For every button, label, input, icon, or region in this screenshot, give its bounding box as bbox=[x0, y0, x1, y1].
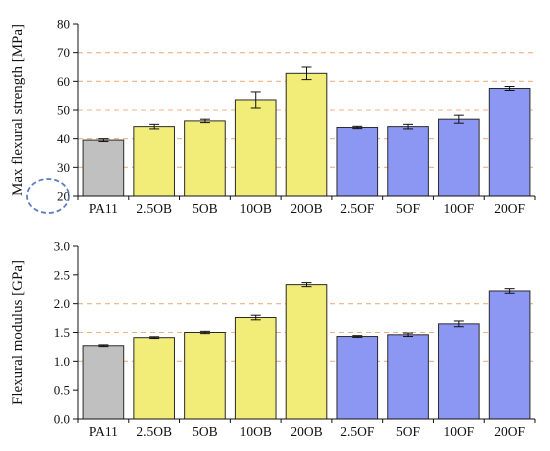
x-tick-label-2.5OB: 2.5OB bbox=[136, 424, 172, 439]
error-bar-20OB bbox=[301, 66, 312, 81]
y-tick-label-0: 20 bbox=[57, 189, 70, 204]
error-bar-5OF bbox=[403, 123, 414, 130]
flexural-strength-chart: PA11 2.5OB 5OB 10OB 20OB 2.5OF 5OF 10OF 20OF 20 30… bbox=[10, 17, 536, 216]
x-tick-label-20OB: 20OB bbox=[290, 424, 322, 439]
error-bar-2.5OF bbox=[352, 125, 363, 130]
bar-PA11 bbox=[82, 345, 125, 420]
bar-5OF bbox=[387, 334, 429, 420]
y-axis-title: Max flexural strength [MPa] bbox=[10, 24, 26, 196]
error-bar-10OB bbox=[250, 91, 261, 109]
y-tick-label-4: 60 bbox=[57, 74, 70, 89]
error-bar-20OB bbox=[301, 282, 312, 288]
error-bar-20OF bbox=[504, 288, 515, 294]
y-tick-label-2: 40 bbox=[57, 131, 70, 146]
y-tick-label-1: 30 bbox=[57, 160, 70, 175]
x-tick-label-5OF: 5OF bbox=[396, 201, 420, 216]
bar-2.5OF bbox=[336, 126, 379, 197]
bar-2.5OB bbox=[133, 126, 175, 197]
bar-PA11 bbox=[82, 139, 125, 197]
x-tick-label-10OF: 10OF bbox=[443, 201, 474, 216]
x-tick-label-PA11: PA11 bbox=[89, 201, 118, 216]
x-tick-label-20OB: 20OB bbox=[290, 201, 322, 216]
bar-20OB bbox=[285, 72, 328, 197]
error-bar-2.5OB bbox=[149, 336, 160, 340]
x-tick-label-5OB: 5OB bbox=[192, 424, 218, 439]
y-tick-label-4: 2.0 bbox=[54, 296, 70, 311]
x-tick-label-5OB: 5OB bbox=[192, 201, 218, 216]
highlight-circle bbox=[26, 178, 70, 214]
x-tick-label-20OF: 20OF bbox=[494, 424, 525, 439]
x-tick-label-10OF: 10OF bbox=[443, 424, 474, 439]
error-bar-10OF bbox=[453, 114, 464, 124]
x-tick-label-20OF: 20OF bbox=[494, 201, 525, 216]
bar-10OF bbox=[438, 118, 480, 197]
y-tick-label-3: 1.5 bbox=[54, 325, 70, 340]
error-bar-PA11 bbox=[98, 138, 109, 143]
y-tick-label-5: 70 bbox=[57, 45, 70, 60]
bar-2.5OF bbox=[336, 336, 379, 420]
bar-2.5OB bbox=[133, 337, 175, 420]
bar-20OF bbox=[488, 88, 531, 197]
error-bar-5OF bbox=[403, 332, 414, 338]
x-tick-label-PA11: PA11 bbox=[89, 424, 118, 439]
x-tick-label-10OB: 10OB bbox=[240, 201, 272, 216]
error-bar-5OB bbox=[199, 330, 210, 335]
y-tick-label-2: 1.0 bbox=[54, 354, 70, 369]
error-bar-20OF bbox=[504, 85, 515, 92]
error-bar-5OB bbox=[199, 118, 210, 124]
y-tick-label-1: 0.5 bbox=[54, 383, 70, 398]
x-tick-label-2.5OB: 2.5OB bbox=[136, 201, 172, 216]
error-bar-2.5OB bbox=[149, 123, 160, 130]
error-bar-10OF bbox=[453, 320, 464, 328]
y-tick-label-5: 2.5 bbox=[54, 267, 70, 282]
y-tick-label-6: 3.0 bbox=[54, 239, 70, 254]
error-bar-PA11 bbox=[98, 344, 109, 348]
bar-10OB bbox=[234, 317, 277, 420]
bar-10OB bbox=[234, 99, 277, 197]
x-tick-label-2.5OF: 2.5OF bbox=[340, 201, 375, 216]
y-tick-label-3: 50 bbox=[57, 103, 70, 118]
x-tick-label-5OF: 5OF bbox=[396, 424, 420, 439]
y-tick-label-0: 0.0 bbox=[54, 412, 70, 427]
bar-10OF bbox=[438, 323, 480, 420]
bar-5OF bbox=[387, 126, 429, 197]
bar-20OB bbox=[285, 284, 328, 420]
y-axis-title: Flexural modulus [GPa] bbox=[10, 260, 26, 405]
flexural-modulus-chart: PA11 2.5OB 5OB 10OB 20OB 2.5OF 5OF 10OF 20OF 0.0 0… bbox=[10, 239, 536, 439]
y-tick-label-6: 80 bbox=[57, 17, 70, 32]
x-tick-label-10OB: 10OB bbox=[240, 424, 272, 439]
error-bar-10OB bbox=[250, 314, 261, 321]
bar-5OB bbox=[184, 120, 226, 197]
bar-5OB bbox=[184, 332, 226, 420]
x-tick-label-2.5OF: 2.5OF bbox=[340, 424, 375, 439]
bar-20OF bbox=[488, 290, 531, 420]
error-bar-2.5OF bbox=[352, 335, 363, 338]
